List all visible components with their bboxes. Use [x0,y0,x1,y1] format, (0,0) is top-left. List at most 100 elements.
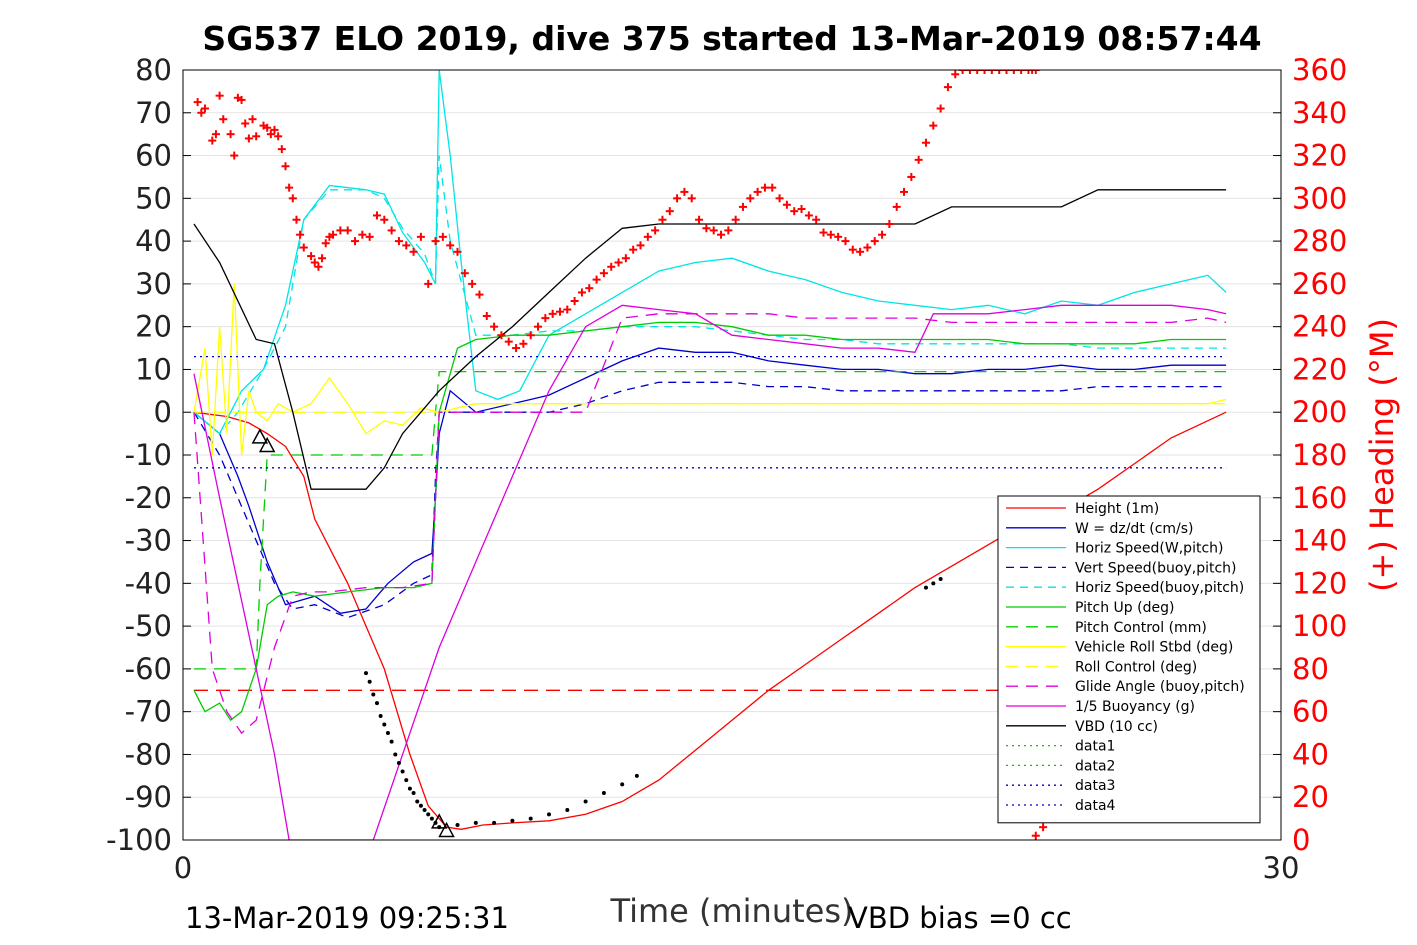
heading-point-111 [900,187,909,196]
left-tick-label-9: -10 [125,438,172,472]
right-tick-label-3: 300 [1292,181,1347,215]
heading-point-22 [285,183,294,192]
dot-marker-12 [407,786,412,791]
dot-marker-4 [378,713,383,718]
heading-point-62 [541,314,550,323]
series-line-7 [193,283,1227,456]
heading-point-0 [193,98,202,107]
heading-point-28 [310,258,319,267]
series-line-5 [193,321,1227,722]
heading-point-34 [336,226,345,235]
heading-point-63 [548,309,557,318]
heading-point-31 [321,239,330,248]
left-tick-label-16: -80 [125,737,172,771]
right-tick-label-16: 40 [1292,737,1329,771]
heading-point-43 [402,241,411,250]
heading-point-39 [372,211,381,220]
heading-point-4 [211,130,220,139]
heading-point-59 [519,339,528,348]
left-tick-label-13: -50 [125,609,172,643]
legend-label-13: data2 [1075,758,1115,774]
triangle-marker-1 [258,436,276,453]
heading-point-114 [921,138,930,147]
series-line-10 [193,304,1227,840]
heading-point-42 [394,237,403,246]
heading-point-88 [731,215,740,224]
legend-label-1: W = dz/dt (cm/s) [1075,521,1194,537]
left-tick-label-4: 40 [135,224,172,258]
heading-point-30 [318,254,327,263]
heading-point-52 [468,279,477,288]
marker-layer [251,428,1057,838]
right-tick-label-11: 140 [1292,524,1347,558]
heading-point-41 [387,226,396,235]
heading-point-37 [358,230,367,239]
heading-point-20 [277,145,286,154]
series-line-8 [194,403,1227,413]
dot-marker-26 [547,812,551,817]
dot-marker-27 [565,808,570,813]
heading-point-49 [446,241,455,250]
heading-point-109 [885,220,894,228]
legend-label-4: Horiz Speed(buoy,pitch) [1075,580,1244,596]
heading-point-98 [804,211,813,220]
heading-point-69 [592,275,601,284]
triangle-marker-0 [251,428,269,444]
dot-marker-33 [931,581,936,586]
right-tick-label-15: 60 [1292,695,1329,729]
right-axis-label: (+) Heading (°M) [1363,318,1401,592]
right-tick-label-6: 240 [1292,310,1347,344]
dot-marker-6 [385,731,390,736]
legend-label-6: Pitch Control (mm) [1075,620,1207,636]
triangle-marker-3 [438,821,455,838]
heading-point-113 [914,155,923,164]
heading-point-123 [987,70,996,74]
heading-point-83 [695,215,704,224]
triangle-marker-2 [430,813,448,829]
dot-marker-1 [367,679,372,684]
heading-point-58 [512,344,521,353]
heading-point-112 [907,172,916,181]
heading-point-40 [380,215,389,224]
heading-point-89 [738,202,747,211]
left-tick-label-7: 10 [135,352,172,386]
heading-point-127 [1017,70,1026,74]
right-tick-label-7: 220 [1292,352,1347,386]
legend-label-2: Horiz Speed(W,pitch) [1075,541,1223,557]
heading-point-96 [790,207,799,216]
dot-marker-3 [374,701,379,706]
heading-point-10 [237,95,246,104]
heading-point-35 [343,226,352,235]
series-line-2 [193,70,1227,435]
heading-point-79 [665,207,674,216]
legend-label-3: Vert Speed(buoy,pitch) [1075,560,1237,576]
x-tick-label-1: 30 [1263,851,1300,885]
heading-point-92 [760,183,769,192]
heading-point-56 [497,331,506,340]
dot-marker-11 [404,778,409,783]
heading-point-125 [1002,70,1011,74]
heading-point-116 [936,104,945,113]
series-line-3 [193,381,1227,619]
heading-point-14 [252,132,261,141]
dot-marker-9 [396,761,401,765]
heading-point-118 [951,70,960,79]
heading-point-44 [409,247,418,256]
heading-point-106 [863,243,872,252]
heading-point-21 [281,162,290,171]
right-tick-label-5: 260 [1292,267,1347,301]
right-tick-label-17: 20 [1292,780,1329,814]
right-tick-label-8: 200 [1292,395,1347,429]
heading-point-120 [965,70,974,74]
heading-point-84 [702,224,711,233]
heading-point-54 [482,311,491,320]
dot-marker-25 [528,816,533,821]
left-tick-label-10: -20 [125,481,172,515]
dot-marker-7 [389,739,394,744]
x-axis-label: Time (minutes) [610,892,854,930]
dot-marker-2 [371,692,376,697]
heading-point-38 [365,232,374,241]
right-tick-label-4: 280 [1292,224,1347,258]
heading-point-61 [534,322,543,331]
left-tick-label-17: -90 [125,780,172,814]
